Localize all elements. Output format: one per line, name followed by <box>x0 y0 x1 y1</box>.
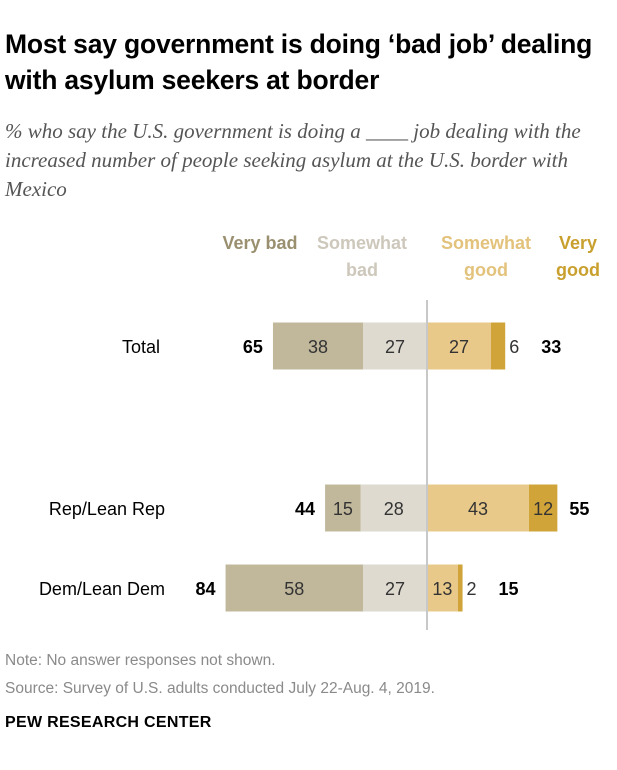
label-somewhat-bad-rep-lean-rep: 28 <box>384 499 404 519</box>
label-somewhat-good-rep-lean-rep: 43 <box>468 499 488 519</box>
label-very-bad-total: 38 <box>308 337 328 357</box>
chart-title: Most say government is doing ‘bad job’ d… <box>5 29 593 95</box>
bar-very-bad-dem-lean-dem <box>225 564 364 612</box>
bar-somewhat-good-total <box>427 322 491 370</box>
category-label-total: Total <box>122 337 160 357</box>
legend-somewhat-bad: Somewhat bad <box>316 233 408 280</box>
net-bad-total: 65 <box>243 337 263 357</box>
net-bad-rep-lean-rep: 44 <box>295 499 315 519</box>
legend-very-bad: Very bad <box>222 233 298 253</box>
net-good-dem-lean-dem: 15 <box>499 579 519 599</box>
diverging-bar-chart: 27 38 27 6 65 33 Total 28 15 43 12 44 55 Rep/Lean Rep… <box>39 300 589 630</box>
bar-somewhat-bad-dem-lean-dem <box>363 564 427 612</box>
bar-very-good-rep-lean-rep <box>528 484 558 532</box>
net-bad-dem-lean-dem: 84 <box>196 579 216 599</box>
bar-very-good-total <box>490 322 506 370</box>
label-very-bad-dem-lean-dem: 58 <box>284 579 304 599</box>
label-somewhat-bad-total: 27 <box>385 337 405 357</box>
bar-somewhat-bad-total <box>363 322 427 370</box>
net-good-total: 33 <box>541 337 561 357</box>
brand-label: PEW RESEARCH CENTER <box>5 714 212 731</box>
label-very-good-rep-lean-rep: 12 <box>533 499 553 519</box>
label-somewhat-bad-dem-lean-dem: 27 <box>385 579 405 599</box>
bar-somewhat-bad-rep-lean-rep <box>360 484 427 532</box>
label-very-good-dem-lean-dem: 2 <box>467 579 477 599</box>
label-somewhat-good-total: 27 <box>449 337 469 357</box>
bar-somewhat-good-rep-lean-rep <box>427 484 529 532</box>
category-label-rep-lean-rep: Rep/Lean Rep <box>49 499 165 519</box>
legend-somewhat-good: Somewhat good <box>440 233 532 280</box>
bar-very-bad-rep-lean-rep <box>325 484 361 532</box>
label-very-good-total: 6 <box>509 337 519 357</box>
category-label-dem-lean-dem: Dem/Lean Dem <box>39 579 165 599</box>
legend-very-good: Very good <box>556 233 600 280</box>
label-somewhat-good-dem-lean-dem: 13 <box>432 579 452 599</box>
chart-source: Source: Survey of U.S. adults conducted … <box>5 680 435 697</box>
bar-very-bad-total <box>272 322 364 370</box>
bar-very-good-dem-lean-dem <box>457 564 463 612</box>
label-very-bad-rep-lean-rep: 15 <box>333 499 353 519</box>
chart-subtitle: % who say the U.S. government is doing a… <box>5 119 581 201</box>
bar-somewhat-good-dem-lean-dem <box>427 564 458 612</box>
chart-note: Note: No answer responses not shown. <box>5 652 276 669</box>
net-good-rep-lean-rep: 55 <box>569 499 589 519</box>
